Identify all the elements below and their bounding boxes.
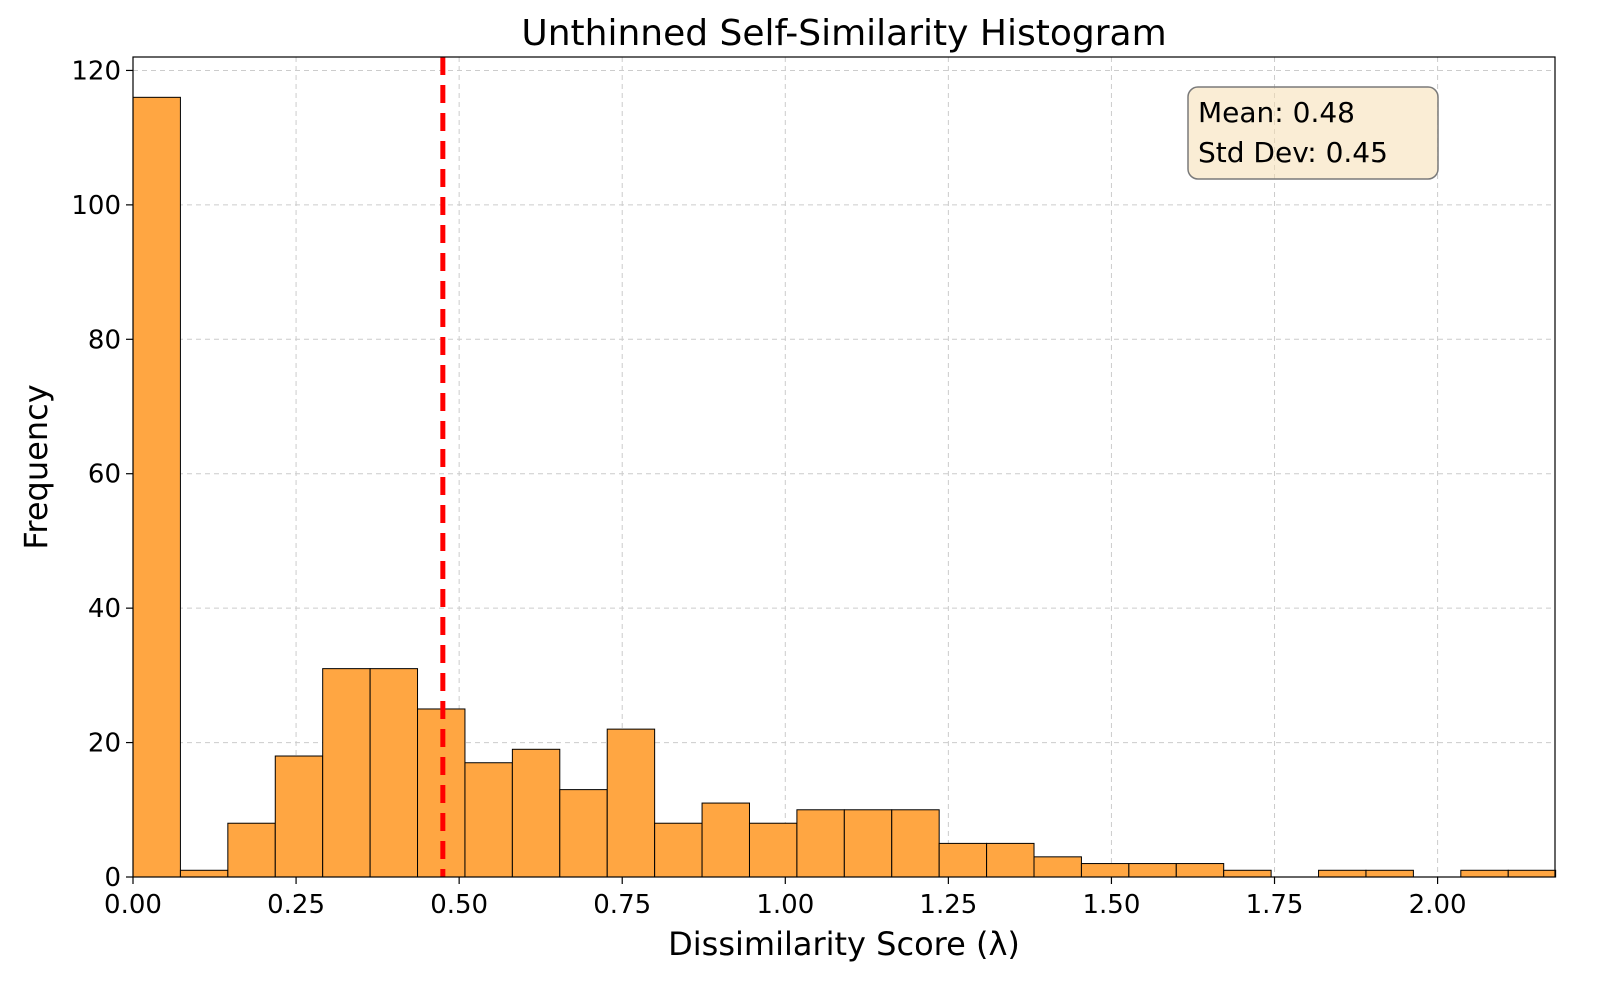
histogram-bar	[606, 728, 656, 878]
histogram-bar	[1365, 869, 1414, 878]
histogram-bar	[1507, 869, 1557, 878]
x-tick-label: 0.50	[430, 890, 488, 920]
y-tick-label: 60	[88, 460, 121, 490]
y-tick-label: 40	[88, 594, 121, 624]
histogram-bar	[748, 822, 798, 878]
x-tick-label: 2.00	[1409, 890, 1467, 920]
y-tick-label: 100	[71, 191, 121, 221]
plot-frame	[132, 56, 1556, 878]
histogram-bar	[843, 809, 893, 878]
histogram-bar	[654, 822, 703, 878]
histogram-bar	[464, 762, 513, 878]
histogram-bar	[1128, 863, 1177, 878]
stats-box-background	[1187, 86, 1439, 180]
histogram-bar	[1033, 856, 1082, 878]
histogram-bar	[274, 755, 324, 878]
x-tick-label: 0.00	[104, 890, 162, 920]
x-tick-label: 1.75	[1246, 890, 1304, 920]
x-tick-label: 1.50	[1082, 890, 1140, 920]
histogram-bar	[938, 842, 988, 878]
histogram-bars	[132, 96, 1557, 878]
histogram-bar	[1080, 863, 1130, 878]
histogram-bar	[1318, 869, 1367, 878]
histogram-bar	[701, 802, 750, 878]
stats-box: Mean: 0.48 Std Dev: 0.45	[1187, 86, 1439, 180]
histogram-bar	[1223, 869, 1272, 878]
chart-title: Unthinned Self-Similarity Histogram	[521, 13, 1166, 54]
y-tick-label: 80	[88, 325, 121, 355]
stats-mean-text: Mean: 0.48	[1198, 96, 1355, 129]
histogram-bar	[891, 809, 940, 878]
x-tick-label: 1.25	[919, 890, 977, 920]
histogram-bar	[322, 668, 371, 878]
x-tick-label: 0.75	[593, 890, 651, 920]
histogram-bar	[796, 809, 845, 878]
histogram-bar	[227, 822, 276, 878]
histogram-bar	[1460, 869, 1509, 878]
axis-ticks: 0.00 0.25 0.50 0.75 1.00 1.25 1.50 1.75 2.00 0 20 4…	[71, 56, 1466, 920]
y-tick-label: 20	[88, 729, 121, 759]
y-axis-label: Frequency	[17, 384, 55, 549]
histogram-bar	[369, 668, 419, 878]
histogram-bar	[559, 789, 608, 878]
y-tick-label: 120	[71, 56, 121, 86]
histogram-bar	[511, 748, 561, 878]
histogram-bar	[179, 869, 229, 878]
histogram-bar	[132, 96, 181, 878]
y-tick-label: 0	[104, 863, 121, 893]
histogram-bar	[986, 842, 1035, 878]
histogram-bar	[1175, 863, 1225, 878]
x-tick-label: 0.25	[267, 890, 325, 920]
stats-std-text: Std Dev: 0.45	[1198, 136, 1388, 169]
x-axis-label: Dissimilarity Score (λ)	[668, 925, 1020, 963]
x-tick-label: 1.00	[756, 890, 814, 920]
